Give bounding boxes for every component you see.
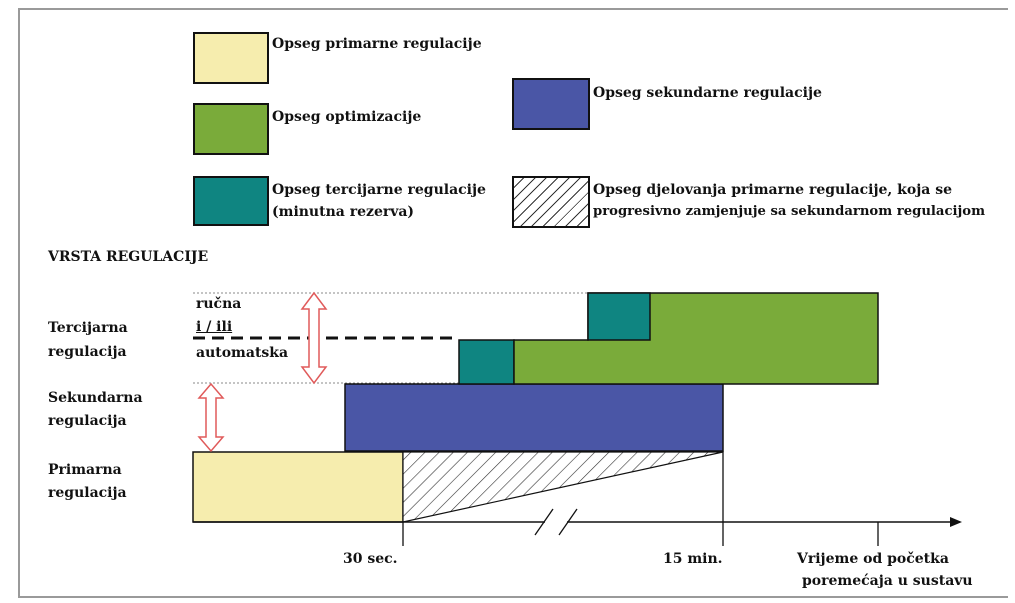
- tertiary-range-arrow: [300, 291, 328, 385]
- tertiary-block-upper: [587, 292, 651, 341]
- legend-label-optimization: Opseg optimizacije: [272, 109, 422, 125]
- legend-swatch-hatched: [512, 176, 590, 228]
- axis-label-1: Vrijeme od početka: [797, 551, 949, 567]
- legend-swatch-optimization: [193, 103, 269, 155]
- axis-break-gap: [545, 516, 567, 528]
- legend-label-hatched-2: progresivno zamjenjuje sa sekundarnom re…: [593, 204, 986, 219]
- primary-replaced-wedge: [402, 451, 724, 523]
- tertiary-block-lower: [458, 339, 515, 385]
- tick-label-30s: 30 sec.: [343, 551, 398, 567]
- row-label-primary-1: Primarna: [48, 462, 122, 478]
- axis-label-2: poremećaja u sustavu: [802, 573, 973, 589]
- secondary-regulation-bar: [344, 383, 724, 452]
- section-title: VRSTA REGULACIJE: [48, 249, 209, 265]
- tick-label-15min: 15 min.: [663, 551, 723, 567]
- legend-swatch-primary: [193, 32, 269, 84]
- axis-break-mark-2: [558, 508, 578, 536]
- legend-label-tertiary-2: (minutna rezerva): [272, 204, 415, 220]
- legend-swatch-secondary: [512, 78, 590, 130]
- legend-label-secondary: Opseg sekundarne regulacije: [593, 85, 822, 101]
- legend-label-hatched-1: Opseg djelovanja primarne regulacije, ko…: [593, 182, 952, 198]
- optimization-area: [513, 292, 879, 385]
- secondary-range-arrow: [197, 382, 225, 453]
- axis-break-mark-1: [534, 508, 554, 536]
- figure-frame: [18, 8, 1008, 598]
- row-label-primary-2: regulacija: [48, 485, 127, 501]
- row-label-tertiary-2: regulacija: [48, 344, 127, 360]
- mode-label-manual: ručna: [196, 296, 242, 312]
- primary-regulation-bar: [192, 451, 404, 523]
- legend-label-primary: Opseg primarne regulacije: [272, 36, 482, 52]
- mode-label-automatic: automatska: [196, 345, 289, 361]
- row-label-tertiary-1: Tercijarna: [48, 320, 128, 336]
- legend-swatch-tertiary: [193, 176, 269, 226]
- legend-label-tertiary-1: Opseg tercijarne regulacije: [272, 182, 486, 198]
- mode-label-and-or: i / ili: [196, 319, 233, 335]
- row-label-secondary-1: Sekundarna: [48, 390, 143, 406]
- row-label-secondary-2: regulacija: [48, 413, 127, 429]
